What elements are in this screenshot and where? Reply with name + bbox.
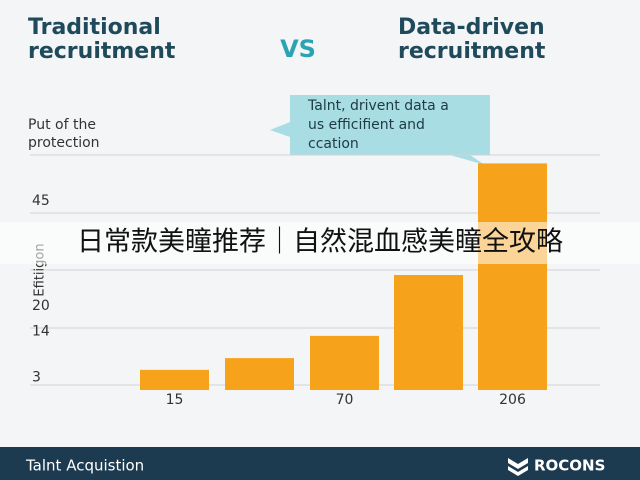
x-tick-label: 206	[499, 392, 526, 408]
vs-label: VS	[280, 35, 316, 63]
bar	[310, 335, 379, 390]
callout-box	[270, 95, 490, 155]
callout-text: ccation	[308, 136, 359, 152]
overlay-band	[0, 222, 640, 264]
subtitle: protection	[28, 135, 100, 151]
y-tick-label: 45	[32, 193, 50, 209]
subtitle: Put of the	[28, 117, 96, 133]
bar	[478, 163, 547, 390]
left-title: Traditional	[28, 15, 161, 40]
callout-text: Talnt, drivent data a	[307, 98, 449, 114]
bar	[225, 358, 294, 390]
y-tick-label: 20	[32, 298, 50, 314]
bar	[140, 369, 209, 390]
bar	[394, 275, 463, 390]
right-title: recruitment	[398, 39, 546, 64]
left-title: recruitment	[28, 39, 176, 64]
right-title: Data-driven	[398, 15, 545, 40]
footer-bar	[0, 447, 640, 480]
callout-text: us efficifient and	[308, 117, 425, 133]
y-tick-label: 3	[32, 369, 41, 385]
header: TraditionalrecruitmentData-drivenrecruit…	[28, 15, 546, 151]
callout-tail	[450, 155, 485, 165]
footer-right: ROCONS	[534, 457, 605, 475]
footer-logo	[508, 458, 528, 476]
y-tick-label: 14	[32, 323, 50, 339]
x-tick-label: 70	[336, 392, 354, 408]
plot: Talnt, drivent data a us efficifient and c…	[30, 98, 600, 408]
x-tick-label: 15	[166, 392, 184, 408]
overlay-text: 日常款美瞳推荐｜自然混血感美瞳全攻略	[77, 227, 563, 258]
footer-left: Talnt Acquistion	[25, 457, 144, 475]
